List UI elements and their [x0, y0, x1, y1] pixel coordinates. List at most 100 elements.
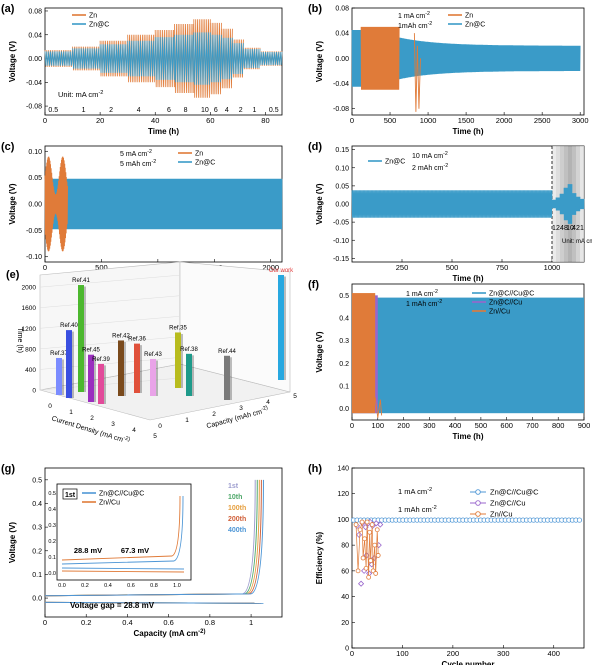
rate-label: 4 [137, 107, 141, 114]
x-tick-label: 0.6 [163, 618, 173, 627]
rate-label: 1 [580, 225, 584, 232]
series-zn-c [99, 44, 129, 73]
inset-zn-discharge [61, 570, 185, 573]
condition-capacity: 1 mAh cm-2 [406, 299, 442, 308]
x-tick-label: 500 [95, 263, 108, 272]
bar-ref-36 [134, 343, 140, 393]
inset-y-tick: 0.4 [48, 507, 56, 513]
series-zn [232, 39, 244, 78]
data-point-zn-cu [353, 522, 359, 527]
x-tick-label: 2000 [262, 263, 279, 272]
inset-zn-curve [61, 495, 181, 561]
bar-shade [230, 357, 232, 400]
y-tick-label: -0.05 [333, 220, 349, 227]
y-tick-label: -0.15 [333, 256, 349, 263]
bar-shade [181, 333, 183, 388]
label-base: Unit: mA cm [562, 239, 592, 245]
bar-label: Our work [269, 268, 294, 274]
inset-x-tick: 0.2 [81, 583, 89, 589]
series-zn-c [259, 51, 283, 66]
series-zn-c [127, 40, 156, 77]
series-zn-cu-failure [374, 397, 383, 418]
y-tick-label: 0.10 [335, 165, 349, 172]
label-superscript: -2) [123, 435, 131, 443]
x-tick-label: 2 [90, 415, 94, 422]
grid-line [39, 336, 181, 350]
label-base: Unit: mA cm [58, 90, 98, 99]
x-tick-label: 0 [43, 263, 47, 272]
legend-znc-label: Zn@C [89, 22, 109, 29]
panel-label: (h) [308, 463, 322, 475]
rate-label: 4 [560, 225, 564, 232]
y-tick-label: 0.3 [32, 525, 42, 532]
series-znc-rate [551, 199, 557, 209]
x-tick-label: 20 [96, 116, 104, 125]
inset-legend-label: Zn//Cu [99, 500, 120, 507]
x-tick-label: 500 [384, 116, 397, 125]
y-tick-label: 40 [341, 594, 349, 601]
label-superscript: -2 [427, 487, 432, 493]
bar-label: Ref.39 [92, 357, 110, 363]
data-point-zn-cu [366, 574, 372, 580]
bar-ref-39 [98, 363, 104, 404]
bar-label: Ref.37 [50, 351, 68, 357]
x-tick-label: 80 [261, 116, 269, 125]
bar-label: Ref.38 [180, 347, 198, 353]
x-axis-label: Time (h) [148, 127, 179, 136]
panel-a: 0 20 40 60 80 -0.08 -0.04 0.00 0.04 0.08 Voltage (… [1, 3, 283, 136]
x-tick-label: 300 [423, 421, 436, 430]
unit-label: Unit: mA cm-2 [562, 236, 592, 245]
bar-ref-41 [78, 285, 84, 392]
x-tick-label: 400 [547, 649, 560, 658]
x-axis-label: Capacity (mA cm-2) [134, 629, 206, 638]
rate-label: 4 [572, 225, 576, 232]
x-tick-label: 250 [396, 263, 409, 272]
series-zn-c [209, 34, 222, 83]
bar-shade [84, 286, 86, 392]
legend-item-label: Zn@C//Cu [489, 300, 522, 307]
x-axis-label: Time (h) [453, 274, 484, 283]
series-znc-rate [575, 196, 581, 212]
rate-label: 10 [566, 225, 574, 232]
y-tick-label: 0.2 [339, 361, 349, 368]
label-superscript: -2 [444, 163, 449, 169]
series-zn-c [72, 48, 101, 69]
y-tick-label: 0.08 [335, 6, 349, 13]
y-tick-label: 0.00 [28, 56, 42, 63]
x-tick-label: 4 [132, 427, 136, 434]
bar-ref-43 [150, 358, 156, 396]
grid-line [39, 274, 181, 288]
series-zn [360, 26, 400, 90]
label-base: 1mAh cm [398, 23, 428, 30]
bar-shade [156, 360, 158, 396]
data-point-zn-cu [359, 519, 365, 525]
y-tick-label: 0 [158, 423, 162, 430]
x-tick-label: 2500 [534, 116, 551, 125]
data-point-zn-cu [367, 529, 373, 535]
x-tick-label: 0 [43, 116, 47, 125]
bar-label: Ref.42 [112, 333, 130, 339]
legend-label: Zn//Cu [490, 510, 513, 519]
y-tick-label: -0.05 [26, 228, 42, 235]
x-axis-label: Time (h) [453, 432, 484, 441]
bar-our-work [278, 275, 284, 380]
series-zn [99, 40, 129, 77]
rate-label: 6 [214, 107, 218, 114]
x-tick-label: 60 [206, 116, 214, 125]
legend-znc-label: Zn@C [195, 160, 215, 167]
series-zn [72, 46, 101, 71]
label-superscript: -2 [152, 159, 157, 165]
grid-line [39, 377, 181, 391]
x-tick-label: 750 [496, 263, 509, 272]
y-axis-label: Efficiency (%) [315, 531, 324, 584]
y-tick-label: 0.5 [339, 293, 349, 300]
series-zn-c [243, 48, 261, 69]
label-base: 10 mA cm [412, 153, 443, 160]
series-znc-rate [571, 193, 577, 215]
x-tick-label: 0 [350, 116, 354, 125]
rate-label: 6 [167, 107, 171, 114]
x-tick-label: 1 [69, 409, 73, 416]
y-tick-label: -0.04 [333, 81, 349, 88]
panel-b: 0 500 1000 1500 2000 2500 3000 -0.08 -0.04 0.00 0.… [308, 3, 589, 136]
label-base: 1 mA cm [406, 291, 433, 298]
